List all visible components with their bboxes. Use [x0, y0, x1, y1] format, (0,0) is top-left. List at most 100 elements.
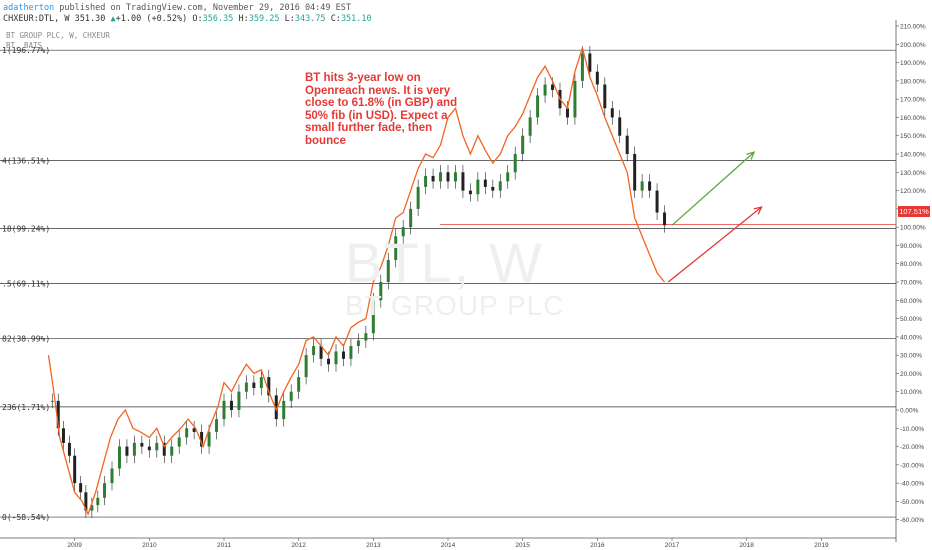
candle-body-58	[468, 190, 472, 195]
y-tick-label: 20.00%	[900, 371, 922, 378]
fib-levels: 1(196.77%) 4(136.51%) 18(99.24%) .5(69.11%)…	[0, 46, 896, 522]
candle-body-44	[364, 333, 368, 341]
y-axis[interactable]: -60.00% -50.00% -40.00% -30.00% -20.00% -10.0…	[895, 20, 926, 542]
candle-body-18	[170, 446, 174, 456]
candle-body-22	[200, 431, 204, 447]
y-tick-label: 180.00%	[900, 78, 926, 85]
candle-body-66	[528, 117, 532, 136]
candle-body-57	[461, 172, 465, 191]
study-legend-2[interactable]: BT, BATS	[6, 41, 43, 50]
candle-body-61	[491, 186, 495, 191]
candle-body-78	[618, 117, 622, 136]
candle-body-75	[595, 71, 599, 85]
y-tick-label: 70.00%	[900, 280, 922, 287]
y-tick-label: 210.00%	[900, 24, 926, 31]
candle-body-19	[177, 437, 181, 447]
arrow-head-0	[746, 151, 756, 160]
candle-body-28	[244, 382, 248, 392]
y-tick-label: 140.00%	[900, 152, 926, 159]
candle-body-21	[192, 428, 196, 432]
candle-body-41	[341, 351, 345, 359]
fib-label-0: 1(196.77%)	[2, 46, 50, 55]
y-tick-label: 120.00%	[900, 188, 926, 195]
candle-body-82	[648, 181, 652, 191]
annotation-text: BT hits 3-year low on Openreach news. It…	[305, 72, 461, 147]
y-tick-label: 30.00%	[900, 353, 922, 360]
fib-label-1: 4(136.51%)	[2, 156, 50, 165]
y-tick-label: 90.00%	[900, 243, 922, 250]
fib-label-4: 82(38.99%)	[2, 335, 50, 344]
x-tick-label-6: 2015	[515, 542, 530, 549]
y-tick-label: 160.00%	[900, 115, 926, 122]
author-link[interactable]: adatherton	[3, 3, 55, 13]
up-arrow-icon: ▲	[110, 14, 116, 24]
high-value: 359.25	[248, 14, 280, 24]
candle-body-67	[536, 95, 540, 118]
candle-body-42	[349, 346, 353, 359]
candle-body-4	[73, 455, 77, 484]
candle-body-76	[603, 84, 607, 109]
candle-body-49	[401, 227, 405, 237]
candle-body-27	[237, 391, 241, 410]
candle-body-74	[588, 53, 592, 72]
candle-body-14	[140, 442, 144, 447]
candle-body-59	[476, 179, 480, 195]
candle-body-23	[207, 431, 211, 447]
ohlc-legend: CHXEUR:DTL, W 351.30 ▲+1.00 (+0.52%) O:3…	[3, 14, 372, 24]
x-tick-label-5: 2014	[441, 542, 456, 549]
compare-line	[47, 45, 666, 516]
candle-body-35	[297, 377, 301, 392]
candle-body-5	[79, 483, 83, 493]
candle-body-12	[125, 446, 129, 456]
candle-body-9	[103, 483, 107, 498]
y-tick-label: 40.00%	[900, 334, 922, 341]
symbol-label[interactable]: CHXEUR:DTL, W	[3, 14, 70, 24]
candle-body-39	[327, 358, 331, 365]
fib-label-5: 236(1.71%)	[2, 403, 50, 412]
candle-body-38	[319, 346, 323, 359]
candle-body-2	[61, 428, 65, 443]
candle-body-60	[483, 179, 487, 187]
candle-body-31	[267, 377, 271, 396]
candle-body-29	[252, 382, 256, 389]
watermark-name: BT GROUP PLC	[345, 290, 565, 321]
fib-label-6: 0(-58.54%)	[2, 513, 50, 522]
x-tick-label-10: 2019	[814, 542, 829, 549]
y-tick-label: 170.00%	[900, 97, 926, 104]
candle-body-71	[565, 108, 569, 118]
study-legend-1[interactable]: BT GROUP PLC, W, CHXEUR	[6, 31, 110, 40]
publish-text: published on TradingView.com, November 2…	[54, 3, 351, 13]
candle-body-81	[640, 181, 644, 191]
candle-body-36	[304, 355, 308, 378]
x-tick-label-7: 2016	[590, 542, 605, 549]
candle-body-77	[610, 108, 614, 118]
x-tick-label-1: 2010	[142, 542, 157, 549]
price-tag: 107.51%	[898, 206, 930, 217]
candle-body-24	[215, 419, 219, 432]
arrow-shaft-0	[671, 151, 755, 226]
candle-body-63	[506, 172, 510, 182]
candle-body-40	[334, 351, 338, 365]
candle-body-34	[289, 391, 293, 401]
candle-body-13	[132, 442, 136, 456]
candle-body-8	[96, 497, 100, 506]
candle-body-0	[50, 400, 54, 402]
candle-body-54	[439, 172, 443, 182]
candle-body-20	[185, 428, 189, 438]
candle-body-80	[633, 154, 637, 191]
candle-body-10	[110, 468, 114, 484]
candle-body-83	[655, 190, 659, 213]
candle-body-30	[259, 377, 263, 389]
candle-body-64	[513, 154, 517, 173]
x-axis[interactable]: 2009 2010 2011 2012 2013 2014 2015 2016 2017 2018…	[0, 537, 896, 549]
close-value: 351.10	[340, 14, 372, 24]
y-tick-label: 50.00%	[900, 316, 922, 323]
compare-series	[47, 45, 666, 516]
y-tick-label: -10.00%	[900, 426, 924, 433]
candle-body-47	[386, 260, 390, 282]
price-change: +1.00 (+0.52%)	[115, 14, 188, 24]
candle-body-73	[580, 53, 584, 81]
candle-body-84	[663, 212, 667, 226]
open-value: 356.35	[202, 14, 234, 24]
candle-body-37	[312, 346, 316, 356]
